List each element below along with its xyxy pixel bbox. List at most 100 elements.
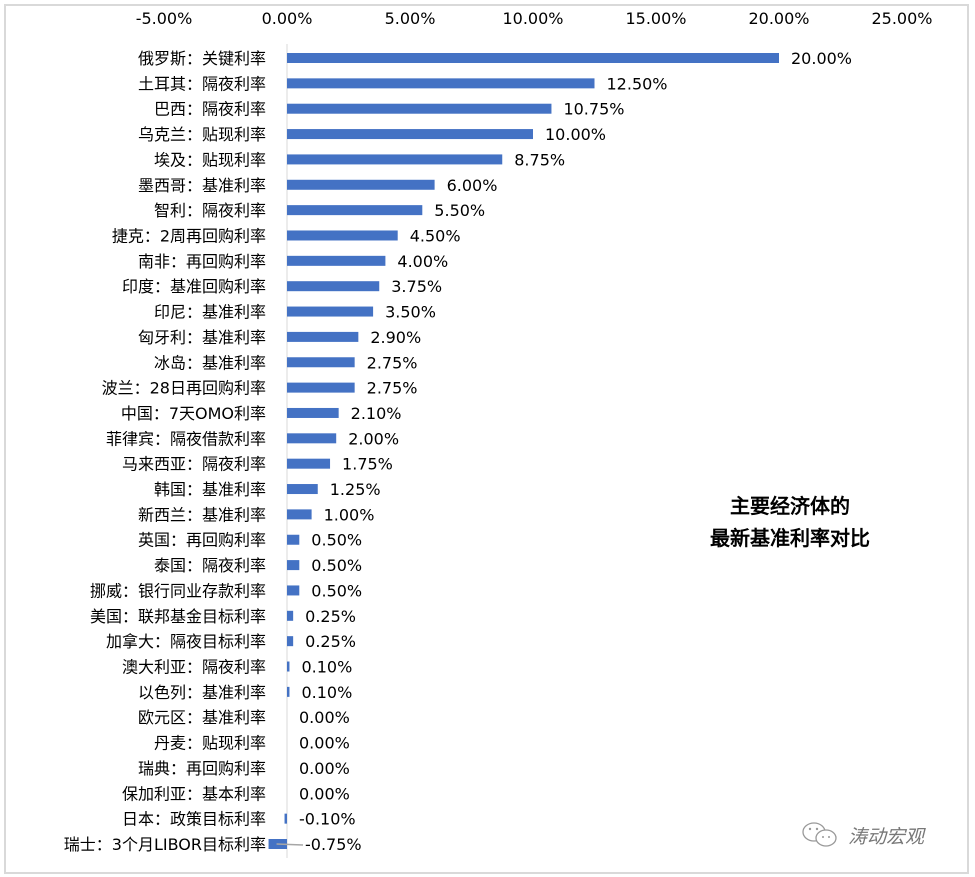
bar [287,458,331,469]
data-label: 0.50% [311,556,362,575]
category-label: 埃及：贴现利率 [154,150,266,169]
category-label: 日本：政策目标利率 [122,810,266,829]
watermark: 涛动宏观 [800,820,924,850]
x-tick-label: 15.00% [625,9,686,28]
data-label: 0.10% [301,683,352,702]
data-label: 0.50% [311,531,362,550]
category-label: 泰国：隔夜利率 [154,556,266,575]
data-label: 2.00% [348,429,399,448]
bar [287,407,339,418]
data-label: 0.25% [305,632,356,651]
category-label: 巴西：隔夜利率 [154,100,266,119]
data-label: 0.10% [301,658,352,677]
watermark-text: 涛动宏观 [848,825,925,848]
data-label: 0.25% [305,607,356,626]
data-label: 2.75% [367,353,418,372]
category-label: 马来西亚：隔夜利率 [122,455,266,474]
category-label: 挪威：银行同业存款利率 [90,581,266,600]
data-label: 0.00% [299,784,350,803]
data-label: -0.10% [299,810,356,829]
category-label: 墨西哥：基准利率 [138,176,266,195]
data-label: -0.75% [305,835,362,854]
x-tick-label: 0.00% [262,9,313,28]
bar [287,179,435,190]
data-label: 0.00% [299,708,350,727]
chart-frame [4,4,969,874]
category-label: 印度：基准回购利率 [122,277,266,296]
bar [287,509,312,520]
data-label: 8.75% [514,150,565,169]
data-label: 1.75% [342,455,393,474]
bar [287,661,290,672]
wechat-icon [802,822,837,847]
bar [287,281,380,292]
data-label: 5.50% [434,201,485,220]
bar [287,534,300,545]
x-tick-label: 25.00% [871,9,932,28]
bar [287,306,374,317]
data-label: 3.75% [391,277,442,296]
data-label: 2.10% [351,404,402,423]
bar [287,53,779,63]
category-label: 土耳其：隔夜利率 [138,74,266,93]
bar [287,484,318,495]
data-label: 10.75% [563,100,624,119]
data-label: 0.00% [299,759,350,778]
bar [287,154,503,165]
data-label: 0.50% [311,581,362,600]
category-label: 韩国：基准利率 [154,480,266,499]
category-label: 新西兰：基准利率 [138,505,266,524]
data-label: 2.75% [367,379,418,398]
bar [287,610,294,621]
category-label: 美国：联邦基金目标利率 [90,607,266,626]
chart-title-line-1: 主要经济体的 [730,494,850,518]
leader-line [276,843,304,846]
category-label: 印尼：基准利率 [154,303,266,322]
x-tick-label: 5.00% [385,9,436,28]
bar [287,686,290,697]
data-label: 1.00% [324,505,375,524]
bar [287,433,337,444]
category-label: 中国：7天OMO利率 [121,404,266,423]
bar [287,205,423,216]
category-label: 乌克兰：贴现利率 [138,125,266,144]
bar [287,331,359,342]
data-label: 4.50% [410,226,461,245]
bar [287,129,533,140]
bar [287,585,300,596]
category-label: 加拿大：隔夜目标利率 [106,632,266,651]
category-label: 瑞典：再回购利率 [138,759,266,778]
bar [287,560,300,571]
x-tick-label: -5.00% [136,9,193,28]
data-label: 3.50% [385,303,436,322]
chart-title: 主要经济体的 最新基准利率对比 [680,490,900,554]
chart-title-line-2: 最新基准利率对比 [710,526,870,550]
bar [287,255,386,266]
data-label: 1.25% [330,480,381,499]
category-label: 智利：隔夜利率 [154,201,266,220]
category-label: 冰岛：基准利率 [154,353,266,372]
category-label: 英国：再回购利率 [138,531,266,550]
category-label: 保加利亚：基本利率 [122,784,266,803]
category-label: 澳大利亚：隔夜利率 [122,658,266,677]
category-label: 丹麦：贴现利率 [154,734,266,753]
data-label: 6.00% [447,176,498,195]
x-tick-label: 20.00% [748,9,809,28]
category-label: 南非：再回购利率 [138,252,266,271]
bar [287,230,398,241]
data-label: 0.00% [299,734,350,753]
category-label: 以色列：基准利率 [138,683,266,702]
category-label: 捷克：2周再回购利率 [112,226,266,245]
bar [287,103,552,114]
bar [287,636,294,647]
data-label: 10.00% [545,125,606,144]
bar [284,813,287,824]
bar [287,78,595,89]
category-label: 瑞士：3个月LIBOR目标利率 [64,835,266,854]
data-label: 20.00% [791,49,852,68]
bar [287,357,355,368]
x-tick-label: 10.00% [502,9,563,28]
category-label: 俄罗斯：关键利率 [138,49,266,68]
category-label: 欧元区：基准利率 [138,708,266,727]
